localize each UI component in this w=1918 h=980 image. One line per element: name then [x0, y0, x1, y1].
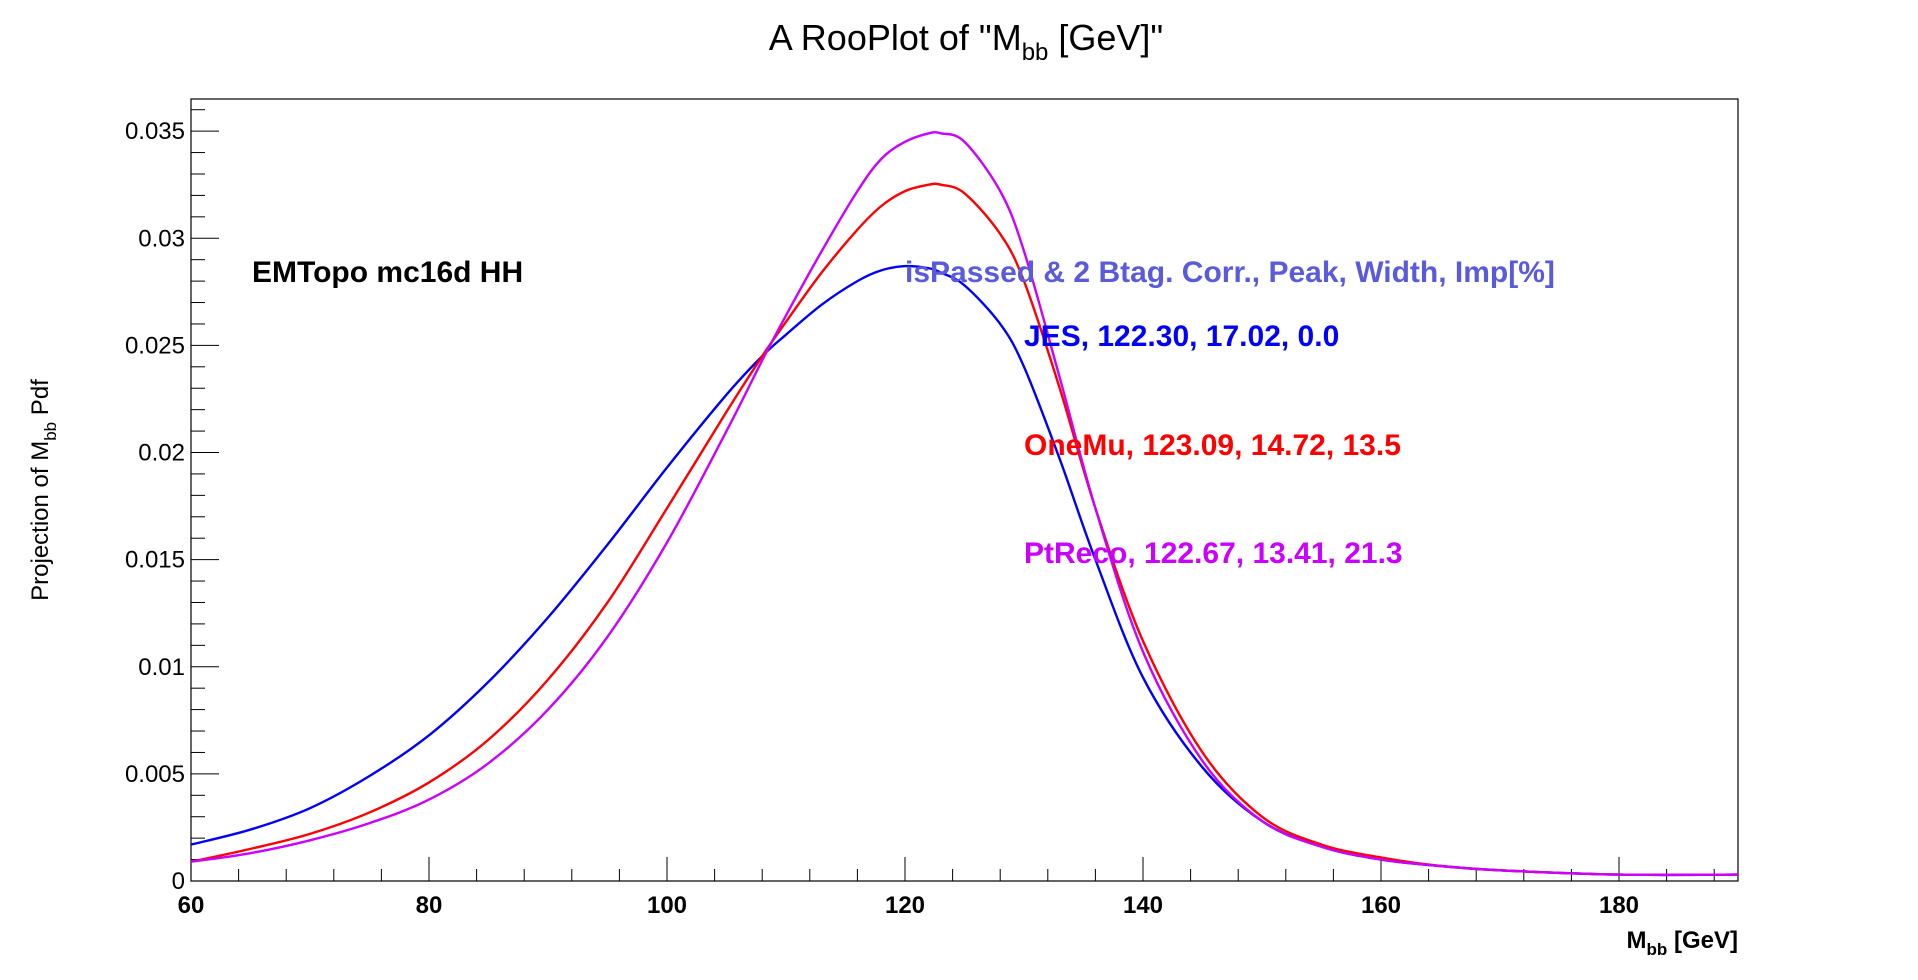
x-tick-label: 140: [1123, 892, 1163, 919]
series-line-jes: [190, 264, 1739, 877]
xlabel-suffix: [GeV]: [1667, 927, 1738, 954]
y-tick-label: 0.03: [138, 225, 185, 252]
annotation-row-onemu: OneMu, 123.09, 14.72, 13.5: [1024, 429, 1401, 462]
y-tick-label: 0.005: [125, 761, 185, 788]
y-tick-label: 0.035: [125, 118, 185, 145]
annotation-row-ptreco: PtReco, 122.67, 13.41, 21.3: [1024, 537, 1403, 570]
y-axis: 0 0.005 0.01 0.015 0.02 0.025 0.03 0.035: [125, 109, 219, 895]
y-tick-label: 0: [172, 868, 185, 895]
y-tick-label: 0.02: [138, 440, 185, 467]
ylabel-main: Projection of M: [27, 441, 54, 601]
ylabel-suffix: Pdf: [27, 379, 54, 422]
title-prefix: A RooPlot of "M: [769, 17, 1022, 58]
ylabel-sub: bb: [41, 422, 60, 441]
x-tick-label: 100: [647, 892, 687, 919]
y-axis-label: Projection of Mbb Pdf: [27, 379, 60, 601]
y-tick-label: 0.025: [125, 332, 185, 359]
plot-frame: [190, 98, 1739, 882]
x-axis: 60 80 100 120 140 160 180: [178, 857, 1715, 919]
x-axis-label: Mbb [GeV]: [1627, 927, 1738, 959]
y-tick-label: 0.01: [138, 654, 185, 681]
xlabel-sub: bb: [1647, 940, 1668, 959]
annotation-row-jes: JES, 122.30, 17.02, 0.0: [1024, 320, 1339, 353]
x-tick-label: 80: [416, 892, 443, 919]
chart-title: A RooPlot of "Mbb [GeV]": [769, 17, 1163, 66]
series-line-onemu: [190, 182, 1739, 877]
y-tick-label: 0.015: [125, 547, 185, 574]
annotation-header: isPassed & 2 Btag. Corr., Peak, Width, I…: [905, 256, 1555, 289]
x-tick-label: 160: [1361, 892, 1401, 919]
title-sub: bb: [1022, 39, 1049, 66]
x-tick-label: 120: [885, 892, 925, 919]
xlabel-main: M: [1627, 927, 1647, 954]
x-tick-label: 60: [178, 892, 205, 919]
x-tick-label: 180: [1599, 892, 1639, 919]
title-suffix: [GeV]": [1048, 17, 1163, 58]
series-curves: [190, 131, 1739, 877]
sample-label: EMTopo mc16d HH: [252, 256, 523, 289]
series-line-ptreco: [190, 131, 1739, 877]
